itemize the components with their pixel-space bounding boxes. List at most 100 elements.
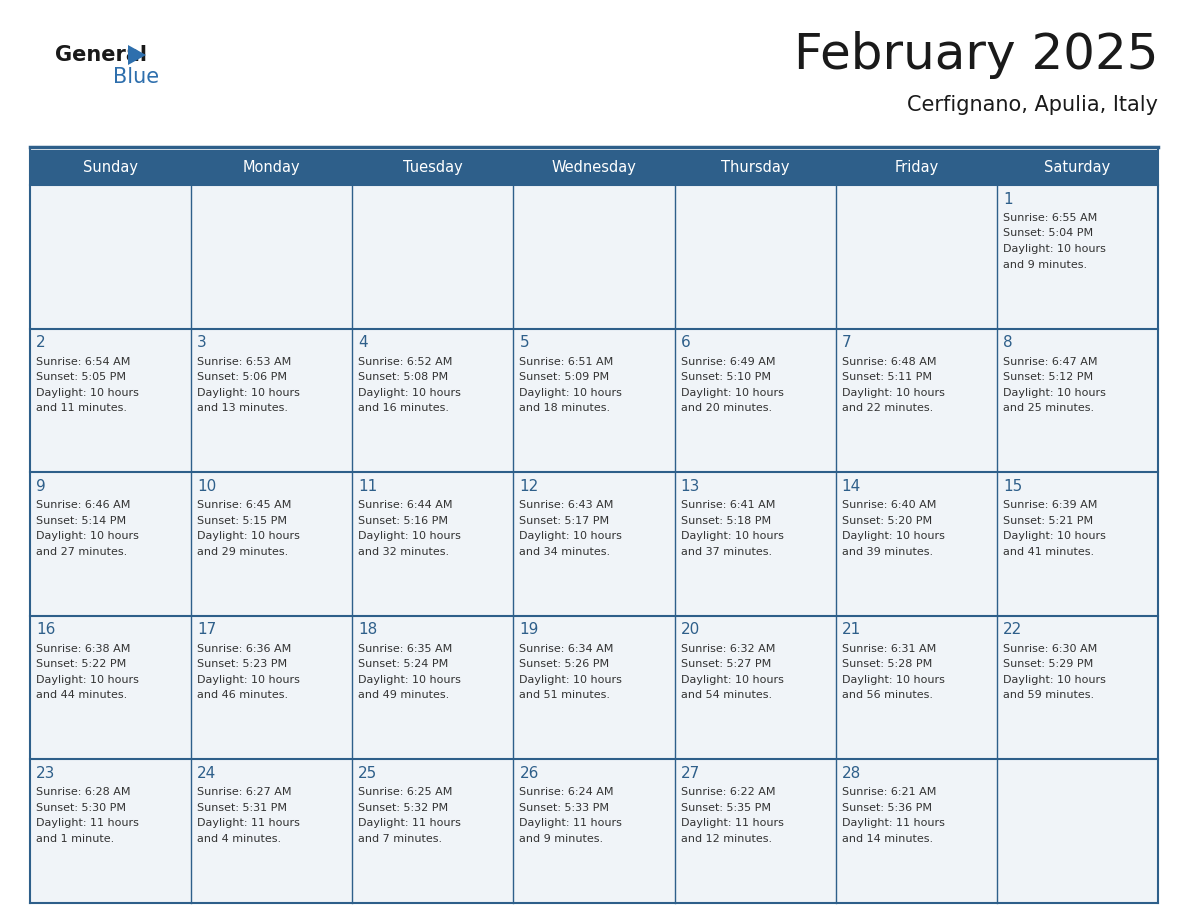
Text: Daylight: 10 hours: Daylight: 10 hours (519, 532, 623, 542)
Text: Daylight: 10 hours: Daylight: 10 hours (359, 387, 461, 397)
Text: and 16 minutes.: and 16 minutes. (359, 403, 449, 413)
Bar (675, 616, 835, 759)
Text: 26: 26 (519, 766, 539, 781)
Text: 28: 28 (842, 766, 861, 781)
Text: Daylight: 11 hours: Daylight: 11 hours (197, 819, 301, 828)
Text: Tuesday: Tuesday (403, 160, 463, 175)
Text: Sunrise: 6:46 AM: Sunrise: 6:46 AM (36, 500, 131, 510)
Text: 1: 1 (1003, 192, 1012, 207)
Text: and 13 minutes.: and 13 minutes. (197, 403, 289, 413)
Text: Daylight: 10 hours: Daylight: 10 hours (842, 387, 944, 397)
Text: and 18 minutes.: and 18 minutes. (519, 403, 611, 413)
Text: 21: 21 (842, 622, 861, 637)
Text: Sunrise: 6:35 AM: Sunrise: 6:35 AM (359, 644, 453, 654)
Text: Sunrise: 6:54 AM: Sunrise: 6:54 AM (36, 356, 131, 366)
Bar (513, 472, 675, 616)
Text: and 9 minutes.: and 9 minutes. (1003, 260, 1087, 270)
Text: Sunset: 5:06 PM: Sunset: 5:06 PM (197, 372, 287, 382)
Text: and 39 minutes.: and 39 minutes. (842, 547, 933, 556)
Text: Sunrise: 6:38 AM: Sunrise: 6:38 AM (36, 644, 131, 654)
Text: Sunset: 5:36 PM: Sunset: 5:36 PM (842, 803, 931, 813)
Text: and 59 minutes.: and 59 minutes. (1003, 690, 1094, 700)
Text: Daylight: 10 hours: Daylight: 10 hours (197, 387, 301, 397)
Text: Daylight: 10 hours: Daylight: 10 hours (681, 675, 783, 685)
Text: Sunrise: 6:25 AM: Sunrise: 6:25 AM (359, 788, 453, 798)
Text: 12: 12 (519, 478, 538, 494)
Text: and 44 minutes.: and 44 minutes. (36, 690, 127, 700)
Bar (675, 472, 835, 616)
Bar (997, 472, 1158, 616)
Text: Sunset: 5:29 PM: Sunset: 5:29 PM (1003, 659, 1093, 669)
Text: Sunset: 5:33 PM: Sunset: 5:33 PM (519, 803, 609, 813)
Text: Sunrise: 6:36 AM: Sunrise: 6:36 AM (197, 644, 291, 654)
Text: Daylight: 11 hours: Daylight: 11 hours (842, 819, 944, 828)
Text: Daylight: 10 hours: Daylight: 10 hours (681, 387, 783, 397)
Text: and 11 minutes.: and 11 minutes. (36, 403, 127, 413)
Bar (835, 616, 997, 759)
Text: 8: 8 (1003, 335, 1012, 350)
Bar (513, 616, 675, 759)
Text: 16: 16 (36, 622, 56, 637)
Text: and 25 minutes.: and 25 minutes. (1003, 403, 1094, 413)
Bar (30, 185, 191, 329)
Text: Sunset: 5:32 PM: Sunset: 5:32 PM (359, 803, 448, 813)
Text: and 32 minutes.: and 32 minutes. (359, 547, 449, 556)
Text: Sunset: 5:30 PM: Sunset: 5:30 PM (36, 803, 126, 813)
Text: and 51 minutes.: and 51 minutes. (519, 690, 611, 700)
Text: Daylight: 10 hours: Daylight: 10 hours (1003, 532, 1106, 542)
Text: Sunset: 5:04 PM: Sunset: 5:04 PM (1003, 229, 1093, 239)
Bar (513, 150, 675, 185)
Text: and 49 minutes.: and 49 minutes. (359, 690, 449, 700)
Text: Daylight: 10 hours: Daylight: 10 hours (1003, 244, 1106, 254)
Text: Daylight: 10 hours: Daylight: 10 hours (359, 532, 461, 542)
Text: Sunset: 5:05 PM: Sunset: 5:05 PM (36, 372, 126, 382)
Text: and 7 minutes.: and 7 minutes. (359, 834, 442, 844)
Text: 24: 24 (197, 766, 216, 781)
Text: Sunset: 5:27 PM: Sunset: 5:27 PM (681, 659, 771, 669)
Text: Sunset: 5:31 PM: Sunset: 5:31 PM (197, 803, 287, 813)
Text: 9: 9 (36, 478, 46, 494)
Bar (513, 329, 675, 472)
Text: Sunrise: 6:22 AM: Sunrise: 6:22 AM (681, 788, 775, 798)
Text: Sunrise: 6:45 AM: Sunrise: 6:45 AM (197, 500, 291, 510)
Bar (513, 185, 675, 329)
Text: Cerfignano, Apulia, Italy: Cerfignano, Apulia, Italy (906, 95, 1158, 115)
Text: Sunrise: 6:32 AM: Sunrise: 6:32 AM (681, 644, 775, 654)
Text: Sunset: 5:24 PM: Sunset: 5:24 PM (359, 659, 449, 669)
Text: Monday: Monday (242, 160, 301, 175)
Text: Daylight: 11 hours: Daylight: 11 hours (359, 819, 461, 828)
Text: Sunrise: 6:48 AM: Sunrise: 6:48 AM (842, 356, 936, 366)
Text: 20: 20 (681, 622, 700, 637)
Text: Daylight: 10 hours: Daylight: 10 hours (842, 675, 944, 685)
Text: 11: 11 (359, 478, 378, 494)
Bar (675, 150, 835, 185)
Bar (997, 185, 1158, 329)
Text: Sunrise: 6:55 AM: Sunrise: 6:55 AM (1003, 213, 1097, 223)
Text: Sunset: 5:28 PM: Sunset: 5:28 PM (842, 659, 931, 669)
Text: Sunrise: 6:52 AM: Sunrise: 6:52 AM (359, 356, 453, 366)
Text: 10: 10 (197, 478, 216, 494)
Bar (675, 185, 835, 329)
Text: 15: 15 (1003, 478, 1022, 494)
Text: Sunrise: 6:41 AM: Sunrise: 6:41 AM (681, 500, 775, 510)
Text: Sunrise: 6:47 AM: Sunrise: 6:47 AM (1003, 356, 1098, 366)
Text: Daylight: 11 hours: Daylight: 11 hours (519, 819, 623, 828)
Bar (191, 329, 353, 472)
Text: and 9 minutes.: and 9 minutes. (519, 834, 604, 844)
Text: Sunset: 5:08 PM: Sunset: 5:08 PM (359, 372, 448, 382)
Text: Sunset: 5:26 PM: Sunset: 5:26 PM (519, 659, 609, 669)
Bar (835, 472, 997, 616)
Text: 18: 18 (359, 622, 378, 637)
Bar (353, 329, 513, 472)
Text: Sunrise: 6:34 AM: Sunrise: 6:34 AM (519, 644, 614, 654)
Text: Sunday: Sunday (83, 160, 138, 175)
Bar (353, 472, 513, 616)
Text: Daylight: 10 hours: Daylight: 10 hours (197, 532, 301, 542)
Bar (675, 759, 835, 903)
Bar (353, 185, 513, 329)
Text: Daylight: 11 hours: Daylight: 11 hours (36, 819, 139, 828)
Polygon shape (128, 45, 146, 65)
Text: Blue: Blue (113, 67, 159, 87)
Text: Sunset: 5:15 PM: Sunset: 5:15 PM (197, 516, 287, 526)
Text: 3: 3 (197, 335, 207, 350)
